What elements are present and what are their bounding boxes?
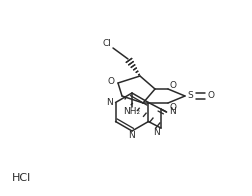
Text: O: O (169, 81, 176, 90)
Text: O: O (169, 103, 176, 112)
Text: HCl: HCl (12, 173, 32, 183)
Text: N: N (168, 106, 175, 115)
Text: S: S (186, 92, 192, 101)
Text: N: N (128, 132, 135, 141)
Text: N: N (106, 98, 112, 107)
Text: N: N (152, 128, 159, 137)
Text: Cl: Cl (102, 38, 111, 47)
Text: NH₂: NH₂ (123, 107, 140, 116)
Text: O: O (107, 76, 114, 85)
Text: O: O (207, 92, 214, 101)
